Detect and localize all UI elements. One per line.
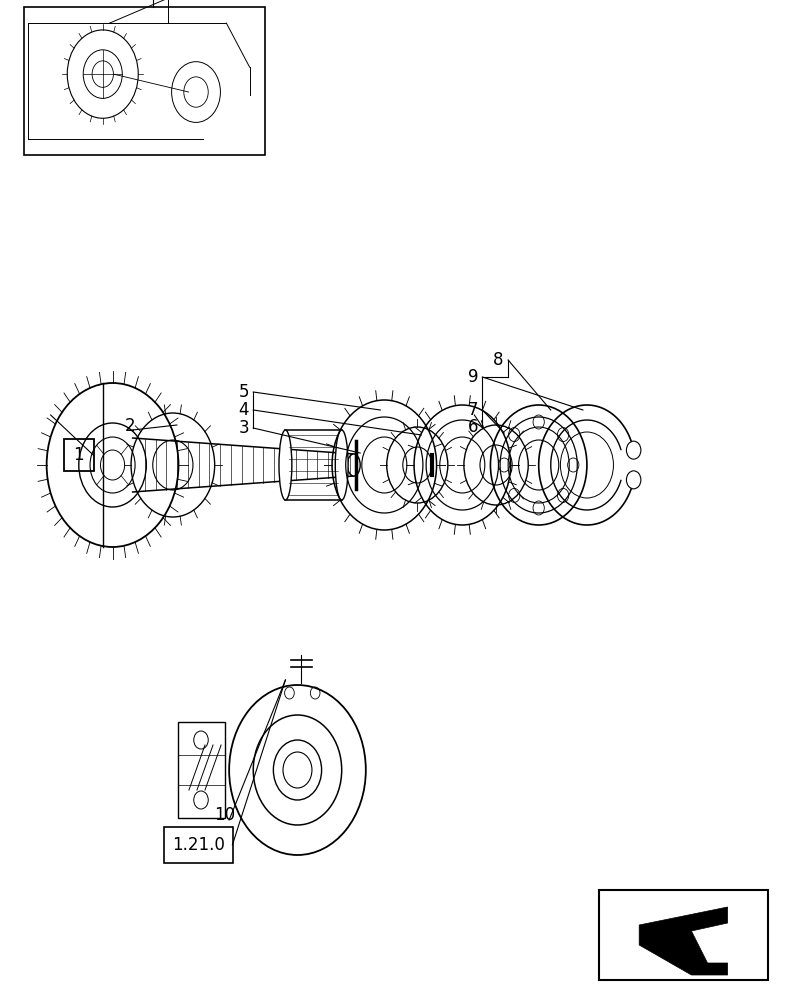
Bar [24,7,265,155]
Circle shape [626,441,640,459]
Text: 10: 10 [214,806,235,824]
Text: 8: 8 [492,351,503,369]
Ellipse shape [347,454,360,476]
Circle shape [626,471,640,489]
Ellipse shape [335,430,348,500]
Text: 3: 3 [238,419,249,437]
Text: 1: 1 [73,446,84,464]
Text: 7: 7 [467,401,478,419]
Ellipse shape [279,430,291,500]
Text: 9: 9 [467,368,478,386]
Text: 2: 2 [124,417,136,435]
Bar [598,890,767,980]
Polygon shape [638,907,727,975]
Text: 6: 6 [467,418,478,436]
Text: 1.21.0: 1.21.0 [172,836,225,854]
Text: 5: 5 [238,383,249,401]
Text: 4: 4 [238,401,249,419]
